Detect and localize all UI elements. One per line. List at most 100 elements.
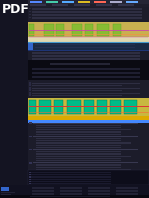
Bar	[1, 193, 11, 195]
Bar	[116, 190, 138, 191]
Bar	[39, 100, 51, 114]
Bar	[35, 44, 135, 45]
Bar	[36, 158, 121, 159]
Bar	[36, 153, 121, 155]
Bar	[36, 145, 121, 146]
Bar	[29, 162, 32, 164]
Bar	[28, 98, 149, 120]
Bar	[1, 192, 15, 193]
Bar	[54, 100, 63, 114]
Bar	[32, 94, 122, 96]
Bar	[32, 72, 140, 73]
Bar	[32, 68, 140, 69]
Bar	[36, 131, 121, 133]
Bar	[36, 133, 121, 135]
Bar	[110, 1, 122, 3]
Bar	[44, 24, 54, 36]
Bar	[36, 142, 131, 144]
Bar	[28, 80, 149, 98]
Bar	[31, 172, 111, 173]
Bar	[36, 169, 131, 170]
Bar	[36, 160, 121, 161]
Bar	[28, 42, 33, 50]
Bar	[1, 187, 9, 191]
Bar	[62, 1, 74, 3]
Bar	[33, 162, 138, 163]
Bar	[36, 164, 121, 166]
Bar	[126, 1, 138, 3]
Bar	[32, 52, 140, 53]
Bar	[29, 122, 32, 124]
Bar	[28, 42, 149, 50]
Bar	[32, 89, 122, 91]
Bar	[28, 8, 31, 9]
Bar	[60, 193, 82, 194]
Bar	[28, 60, 149, 82]
Bar	[28, 11, 31, 12]
Bar	[36, 151, 121, 152]
Bar	[28, 82, 31, 86]
Bar	[29, 176, 31, 178]
Bar	[88, 193, 110, 194]
Bar	[116, 193, 138, 194]
Bar	[30, 4, 46, 6]
Bar	[72, 24, 82, 36]
Bar	[32, 76, 140, 77]
Bar	[36, 155, 131, 157]
Bar	[88, 190, 110, 191]
Bar	[28, 4, 149, 7]
Bar	[28, 17, 31, 18]
Text: PDF: PDF	[2, 3, 30, 16]
Bar	[32, 88, 140, 89]
Bar	[32, 14, 142, 15]
Bar	[35, 47, 135, 48]
Bar	[0, 185, 149, 198]
Bar	[0, 0, 28, 198]
Bar	[32, 55, 140, 56]
Bar	[36, 147, 121, 148]
Bar	[28, 116, 149, 120]
Bar	[33, 123, 138, 124]
Bar	[32, 193, 54, 194]
Bar	[29, 135, 32, 137]
Bar	[36, 167, 121, 168]
Bar	[28, 92, 31, 95]
Bar	[32, 83, 140, 84]
Bar	[97, 100, 107, 114]
Bar	[60, 187, 82, 188]
Bar	[28, 87, 31, 90]
Bar	[33, 149, 138, 150]
Bar	[28, 0, 149, 4]
Bar	[29, 172, 31, 173]
Bar	[56, 24, 64, 36]
Bar	[118, 4, 134, 6]
Bar	[36, 140, 121, 141]
Bar	[30, 196, 110, 197]
Bar	[28, 22, 149, 42]
Bar	[124, 100, 137, 114]
Bar	[94, 1, 106, 3]
Bar	[36, 129, 131, 130]
Bar	[28, 14, 31, 15]
Bar	[28, 120, 149, 123]
Bar	[50, 63, 110, 65]
Bar	[32, 58, 140, 60]
Bar	[31, 176, 111, 178]
Bar	[78, 1, 90, 3]
Bar	[32, 92, 140, 94]
Bar	[110, 100, 121, 114]
Bar	[84, 100, 94, 114]
Bar	[36, 127, 121, 128]
Bar	[32, 17, 142, 18]
Bar	[32, 190, 54, 191]
Bar	[97, 24, 109, 36]
Bar	[29, 174, 31, 175]
Bar	[28, 7, 149, 22]
Bar	[29, 149, 32, 150]
Bar	[46, 1, 58, 3]
Bar	[116, 187, 138, 188]
Bar	[29, 183, 31, 184]
Bar	[28, 0, 149, 198]
Bar	[30, 1, 42, 3]
Bar	[60, 190, 82, 191]
